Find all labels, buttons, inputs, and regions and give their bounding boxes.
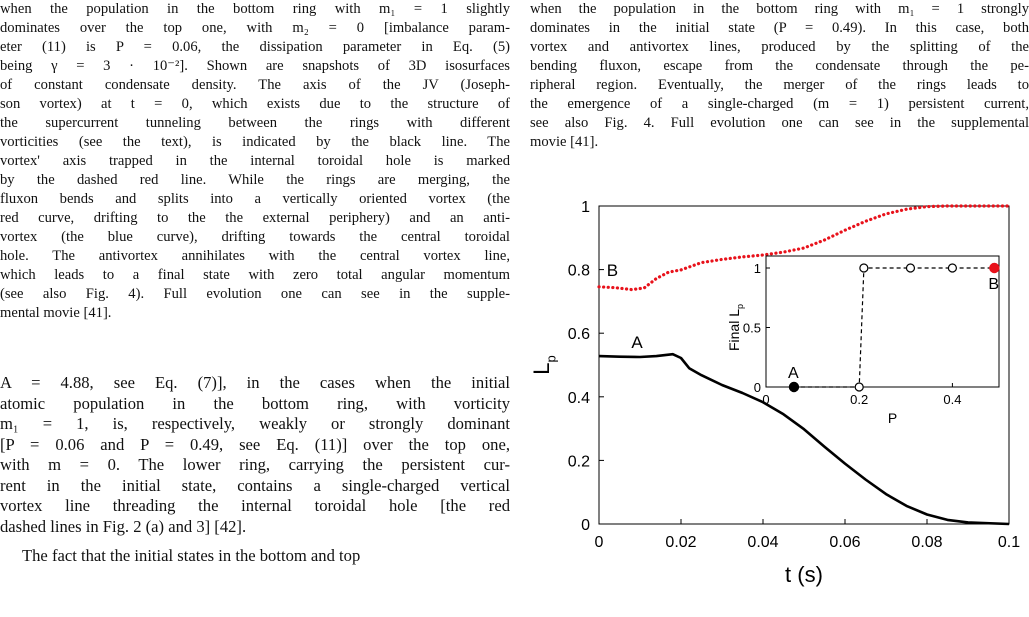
caption-line: dominates in the initial state (P = 0.49… <box>530 20 1029 36</box>
x-tick-label: 0.04 <box>747 534 778 551</box>
x-tick-label: 0.1 <box>998 534 1020 551</box>
body-line: m₁ = 1, is, respectively, weakly or stro… <box>0 414 510 433</box>
caption-line: dominates over the top one, with m₂ = 0 … <box>0 20 510 36</box>
main-series <box>597 204 1011 526</box>
caption-line: being γ = 3 · 10⁻²]. Shown are snapshots… <box>0 58 510 74</box>
inset-y-tick-label: 0.5 <box>743 321 761 336</box>
inset-point <box>947 263 957 273</box>
main-plot: 0 0.2 0.4 0.6 0.8 1 0 0.02 0.04 0.06 0.08 0.1 t (s… <box>530 199 1020 587</box>
body-line: [P = 0.06 and P = 0.49, see Eq. (11)] ov… <box>0 434 510 454</box>
body-line: atomic population in the bottom ring, wi… <box>0 393 510 413</box>
body-line: vortex line threading the internal toroi… <box>0 496 510 515</box>
y-tick-label: 1 <box>581 199 590 216</box>
inset-series: AB <box>788 262 1000 393</box>
caption-line: see also Fig. 4. Full evolution one can … <box>530 115 1029 131</box>
inset-y-tick-label: 0 <box>754 380 761 395</box>
inset-point-label: B <box>988 276 999 293</box>
body-line: rent in the initial state, contains a si… <box>0 475 510 495</box>
caption-line: by the dashed red line. While the rings … <box>0 172 510 188</box>
left-column: when the population in the bottom ring w… <box>0 0 510 567</box>
left-figure-caption: when the population in the bottom ring w… <box>0 0 510 323</box>
left-body-paragraph: A = 4.88, see Eq. (7)], in the cases whe… <box>0 373 510 537</box>
next-paragraph-start: The fact that the initial states in the … <box>22 546 361 565</box>
right-column: when the population in the bottom ring w… <box>530 0 1029 152</box>
right-figure-caption: when the population in the bottom ring w… <box>530 0 1029 152</box>
inset-y-tick-label: 1 <box>754 261 761 276</box>
caption-line: vorticities (see the text), is indicated… <box>0 134 510 150</box>
inset-x-tick-label: 0.4 <box>943 392 961 407</box>
main-x-ticks: 0 0.02 0.04 0.06 0.08 0.1 <box>595 519 1020 551</box>
main-x-axis-label: t (s) <box>785 562 823 587</box>
series-label-B: B <box>607 261 618 280</box>
body-line: with m = 0. The lower ring, carrying the… <box>0 455 510 474</box>
inset-plot-frame <box>765 255 1000 388</box>
caption-line: hole. The antivortex annihilates with th… <box>0 248 510 264</box>
inset-point <box>989 262 1000 274</box>
x-tick-label: 0.08 <box>911 534 942 551</box>
series-line-B <box>597 204 1011 292</box>
main-y-ticks: 0 0.2 0.4 0.6 0.8 1 <box>568 199 604 534</box>
inset-plot: 00.51 0 0.2 0.4 AB P Final Lp <box>726 255 1000 426</box>
inset-y-axis-label: Final Lp <box>726 304 745 351</box>
figure-chart: 0 0.2 0.4 0.6 0.8 1 0 0.02 0.04 0.06 0.08 0.1 t (s… <box>530 199 1020 587</box>
inset-point <box>859 263 869 273</box>
caption-line: fluxon bends and splits into a verticall… <box>0 191 510 207</box>
inset-point <box>854 382 864 392</box>
inset-x-tick-label: 0.2 <box>850 392 868 407</box>
caption-line: bending fluxon, escape from the condensa… <box>530 58 1029 74</box>
series-label-A: A <box>631 333 643 352</box>
inset-point <box>788 381 800 393</box>
main-y-axis-label: Lp <box>530 355 559 374</box>
y-tick-label: 0 <box>581 517 590 534</box>
y-tick-label: 0.2 <box>568 453 590 470</box>
caption-line: vortex (the blue curve), drifting toward… <box>0 229 510 245</box>
caption-line: vortex' axis trapped in the internal tor… <box>0 153 510 169</box>
caption-line: red curve, drifting to the the external … <box>0 210 510 226</box>
caption-line: which leads to a final state with zero t… <box>0 267 510 283</box>
x-tick-label: 0 <box>595 534 604 551</box>
x-tick-label: 0.02 <box>665 534 696 551</box>
inset-y-ticks: 00.51 <box>743 261 770 395</box>
x-tick-label: 0.06 <box>829 534 860 551</box>
inset-point-label: A <box>788 365 799 382</box>
caption-line: mental movie [41]. <box>0 305 112 321</box>
caption-line: when the population in the bottom ring w… <box>530 1 1029 17</box>
series-line-A <box>598 352 1010 526</box>
caption-line: the emergence of a single-charged (m = 1… <box>530 96 1029 112</box>
caption-line: when the population in the bottom ring w… <box>0 1 510 17</box>
body-line: dashed lines in Fig. 2 (a) and 3] [42]. <box>0 516 247 536</box>
y-tick-label: 0.6 <box>568 326 590 343</box>
caption-line: son vortex) at t = 0, which exists due t… <box>0 96 510 112</box>
caption-line: movie [41]. <box>530 134 599 150</box>
caption-line: the supercurrent tunneling between the r… <box>0 115 510 131</box>
main-plot-frame <box>598 205 1010 525</box>
y-tick-label: 0.8 <box>568 263 590 280</box>
inset-point <box>905 263 916 273</box>
caption-line: of constant condensate density. The axis… <box>0 77 510 93</box>
inset-x-axis-label: P <box>888 410 897 426</box>
caption-line: ripheral region. Eventually, the merger … <box>530 77 1029 93</box>
caption-line: vortex and antivortex lines, produced by… <box>530 39 1029 55</box>
body-line: A = 4.88, see Eq. (7)], in the cases whe… <box>0 373 510 392</box>
caption-line: eter (11) is P = 0.06, the dissipation p… <box>0 39 510 55</box>
inset-x-tick-label: 0 <box>762 392 769 407</box>
caption-line: (see also Fig. 4). Full evolution one ca… <box>0 286 510 302</box>
y-tick-label: 0.4 <box>568 390 590 407</box>
